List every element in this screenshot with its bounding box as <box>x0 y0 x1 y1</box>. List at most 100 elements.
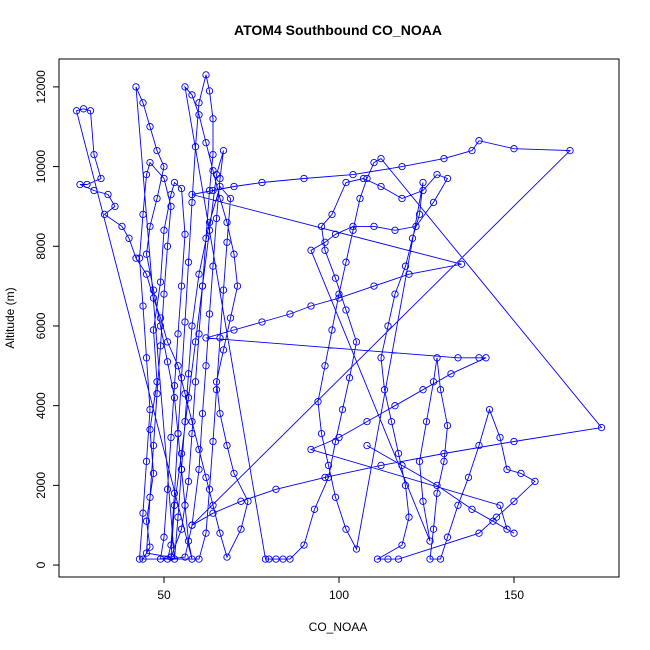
data-point <box>188 322 196 330</box>
y-axis-label: Altitude (m) <box>3 287 17 348</box>
data-point <box>419 497 427 505</box>
data-point <box>188 91 196 99</box>
data-point <box>370 158 378 167</box>
data-point <box>146 405 154 414</box>
data-point <box>443 533 452 541</box>
data-point <box>174 362 182 370</box>
data-point <box>244 497 252 505</box>
data-point <box>408 234 417 242</box>
data-point <box>174 513 182 521</box>
data-point <box>398 194 406 203</box>
data-point <box>216 182 224 191</box>
data-point <box>216 409 224 418</box>
data-point <box>160 290 168 298</box>
data-point <box>167 541 175 549</box>
data-point <box>377 154 385 163</box>
chart-title: ATOM4 Southbound CO_NOAA <box>234 22 442 38</box>
data-point <box>202 234 210 242</box>
y-tick-label: 8000 <box>34 233 48 260</box>
data-point <box>331 493 340 501</box>
data-point <box>345 374 354 382</box>
data-point <box>188 417 196 426</box>
data-point <box>216 334 224 342</box>
data-point <box>163 555 172 563</box>
data-point <box>503 525 511 533</box>
data-point <box>566 146 574 155</box>
data-point <box>177 525 186 533</box>
data-point <box>156 342 165 350</box>
data-point <box>142 354 151 362</box>
data-point <box>209 509 217 517</box>
data-point <box>153 390 161 398</box>
data-point <box>482 354 490 362</box>
data-point <box>321 362 329 370</box>
data-point <box>100 210 109 219</box>
data-point <box>328 210 336 219</box>
data-point <box>191 378 200 386</box>
data-point <box>139 210 147 219</box>
data-point <box>496 501 504 509</box>
data-point <box>286 555 294 563</box>
data-point <box>170 555 179 563</box>
data-point <box>184 258 193 266</box>
data-point <box>198 282 207 290</box>
data-point <box>380 386 389 394</box>
data-point <box>181 318 189 326</box>
data-point <box>317 222 326 231</box>
data-point <box>149 286 158 294</box>
data-point <box>139 302 147 310</box>
data-point <box>237 497 245 505</box>
data-point <box>426 555 434 563</box>
data-point <box>170 489 179 497</box>
data-point <box>212 386 221 394</box>
data-point <box>142 250 151 258</box>
data-point <box>331 274 340 282</box>
data-point <box>146 425 154 434</box>
data-point <box>205 310 214 318</box>
data-point <box>209 115 217 123</box>
data-point <box>230 469 238 478</box>
data-point <box>475 137 483 145</box>
data-point <box>181 390 189 398</box>
data-point <box>370 222 378 231</box>
x-tick-label: 150 <box>504 588 524 602</box>
x-tick-label: 50 <box>157 588 171 602</box>
series-line <box>75 74 603 560</box>
data-point <box>433 489 441 497</box>
data-point <box>387 417 396 426</box>
data-point <box>489 517 497 525</box>
data-point <box>202 71 210 79</box>
x-tick-label: 100 <box>329 588 349 602</box>
data-point <box>209 186 217 195</box>
data-point <box>205 218 214 227</box>
data-point <box>394 555 403 563</box>
data-point <box>324 473 333 482</box>
data-point <box>384 555 392 563</box>
data-point <box>510 529 518 537</box>
data-point <box>142 549 151 557</box>
data-point <box>363 174 371 183</box>
data-point <box>338 405 347 414</box>
data-point <box>419 386 427 394</box>
data-point <box>177 282 186 290</box>
data-point <box>237 525 245 533</box>
data-point <box>184 370 193 378</box>
data-point <box>97 174 105 183</box>
data-point <box>160 162 168 171</box>
data-point <box>419 178 427 187</box>
data-point <box>328 326 336 334</box>
data-point <box>202 362 210 370</box>
data-point <box>216 529 224 537</box>
data-point <box>447 370 455 378</box>
data-point <box>342 306 350 314</box>
data-point <box>195 111 203 119</box>
data-point <box>142 270 151 278</box>
data-point <box>457 260 466 268</box>
data-point <box>118 222 126 231</box>
data-point <box>377 354 385 362</box>
data-point <box>104 190 112 199</box>
data-point <box>86 107 95 115</box>
data-point <box>212 378 221 386</box>
data-point <box>265 555 273 563</box>
data-point <box>436 386 445 394</box>
